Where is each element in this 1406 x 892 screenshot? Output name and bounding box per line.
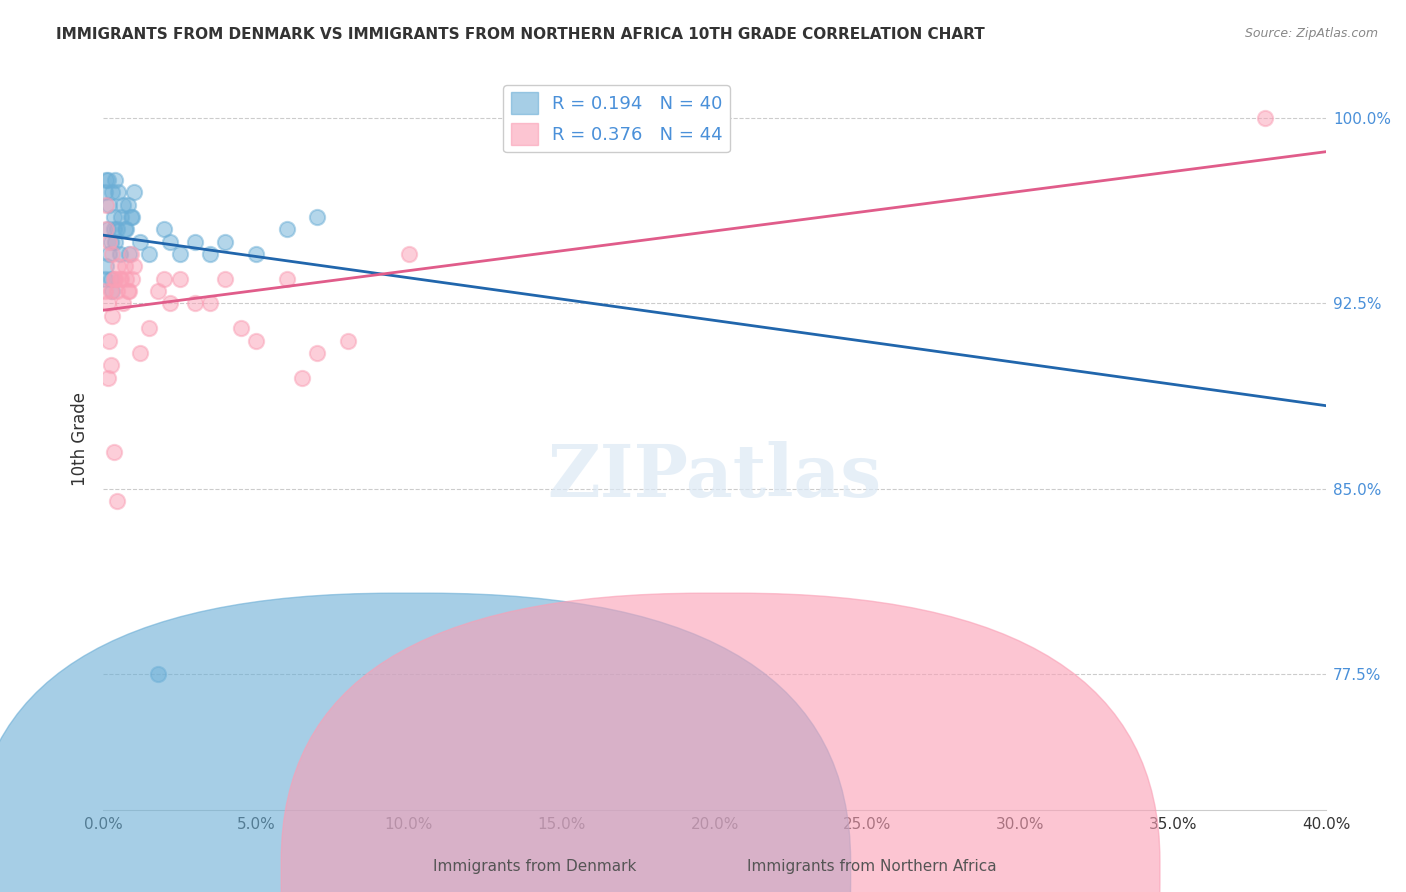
Point [138,321,160,335]
Point [245,334,267,348]
Point [118,247,141,261]
Point [96,260,118,274]
Point [128,235,150,249]
Point [100,359,122,373]
Point [104,235,127,249]
Point [276,222,298,236]
Point [114,260,136,274]
Point [169,247,191,261]
Point [103,445,125,459]
Point [101,284,124,298]
Point [93,185,115,199]
Point [229,321,252,335]
Point [93,271,115,285]
Point [107,185,129,199]
Point [100,284,122,298]
Text: Immigrants from Northern Africa: Immigrants from Northern Africa [747,859,997,874]
Point [198,247,221,261]
Point [159,235,181,249]
Point [101,185,124,199]
Point [138,247,160,261]
Point [98,334,121,348]
Point [153,222,176,236]
Point [97,296,120,310]
Text: ZIPatlas: ZIPatlas [547,441,882,512]
Point [108,271,131,285]
Point [153,271,176,285]
Point [214,235,236,249]
Point [117,284,139,298]
Point [398,247,420,261]
Point [336,334,359,348]
Point [98,197,121,211]
Point [120,210,142,224]
Point [104,173,127,187]
Point [117,197,139,211]
Point [118,284,141,298]
Point [100,235,122,249]
Point [98,235,121,249]
Point [108,247,131,261]
Point [291,370,314,384]
Point [93,284,115,298]
Point [111,296,134,310]
Point [98,247,121,261]
Point [110,271,132,285]
Text: IMMIGRANTS FROM DENMARK VS IMMIGRANTS FROM NORTHERN AFRICA 10TH GRADE CORRELATIO: IMMIGRANTS FROM DENMARK VS IMMIGRANTS FR… [56,27,986,42]
Point [103,222,125,236]
Point [101,309,124,323]
Point [146,284,169,298]
Point [184,296,207,310]
Point [96,173,118,187]
Point [122,260,145,274]
Point [214,271,236,285]
Point [104,271,127,285]
Point [276,271,298,285]
Point [103,210,125,224]
Point [107,260,129,274]
Point [97,222,120,236]
Point [169,271,191,285]
Point [100,271,122,285]
Point [122,185,145,199]
Y-axis label: 10th Grade: 10th Grade [72,392,89,486]
Point [96,222,118,236]
Point [184,235,207,249]
Point [120,247,142,261]
Point [1254,111,1277,125]
Point [146,667,169,681]
Point [121,271,143,285]
Point [105,494,128,508]
Point [115,271,138,285]
Point [307,210,329,224]
Point [198,296,221,310]
Point [105,284,128,298]
Point [101,247,124,261]
Point [105,222,128,236]
Text: Immigrants from Denmark: Immigrants from Denmark [433,859,636,874]
Point [97,173,120,187]
Point [159,296,181,310]
Point [245,247,267,261]
Legend: R = 0.194   N = 40, R = 0.376   N = 44: R = 0.194 N = 40, R = 0.376 N = 44 [503,85,730,153]
Point [97,370,120,384]
Point [114,222,136,236]
Point [128,346,150,360]
Point [110,210,132,224]
Text: Source: ZipAtlas.com: Source: ZipAtlas.com [1244,27,1378,40]
Point [111,197,134,211]
Point [103,271,125,285]
Point [115,222,138,236]
Point [307,346,329,360]
Point [96,197,118,211]
Point [121,210,143,224]
